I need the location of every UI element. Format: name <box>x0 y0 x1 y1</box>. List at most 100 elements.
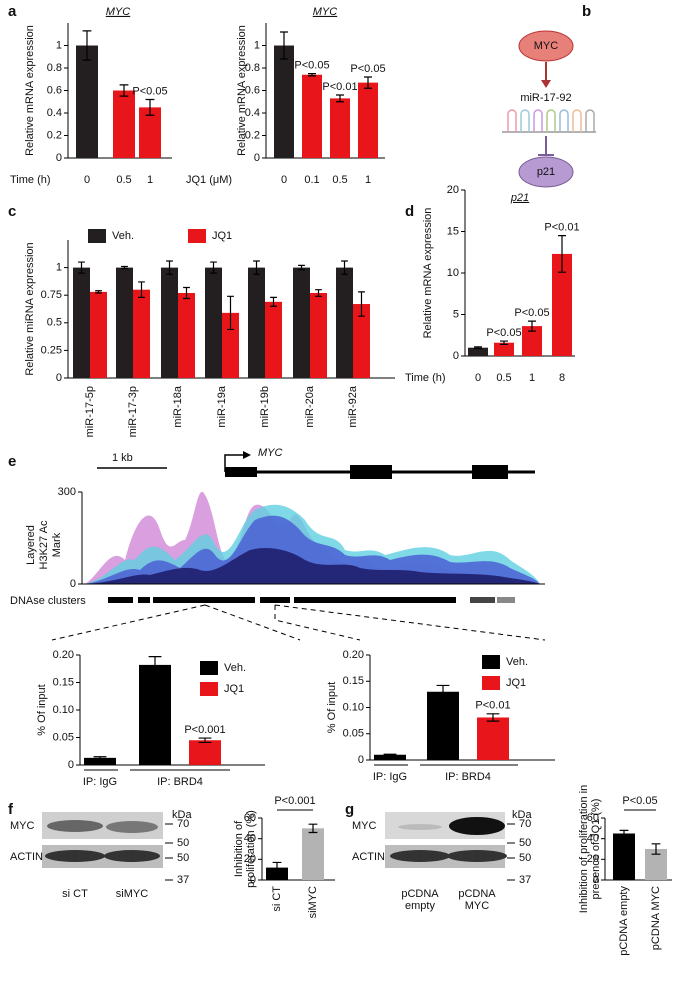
y-tick-label: 40 <box>244 833 256 845</box>
error-bar <box>619 829 629 838</box>
y-tick-label: 0 <box>593 874 599 886</box>
y-tick-label: 15 <box>447 225 459 237</box>
bar <box>353 304 370 378</box>
significance-label: P<0.05 <box>132 85 167 97</box>
bar <box>205 267 222 378</box>
x-tick-label: miR-19b <box>259 386 271 428</box>
marker-label: 50 <box>177 852 189 864</box>
y-tick-label: 0.5 <box>47 317 62 329</box>
y-tick-label: 0.05 <box>343 728 364 740</box>
y-tick-label: 5 <box>453 308 459 320</box>
y-tick-label: 0.8 <box>245 62 260 74</box>
y-axis-label: % Of input <box>36 684 48 735</box>
x-tick-label: miR-19a <box>216 385 228 427</box>
bar <box>222 312 239 378</box>
row-label: MYC <box>10 820 35 832</box>
x-tick-label: 8 <box>559 372 565 384</box>
bar <box>358 82 378 158</box>
error-bar <box>227 295 234 331</box>
y-tick-label: 1 <box>56 262 62 274</box>
y-tick-label: 1 <box>254 39 260 51</box>
panel-label: a <box>8 3 17 20</box>
bar <box>336 267 353 378</box>
x-tick-label: 1 <box>365 174 371 186</box>
y-tick-label: 0.25 <box>41 344 62 356</box>
x-tick-label: 0 <box>475 372 481 384</box>
panel-label: d <box>405 203 414 220</box>
x-tick-label: 1 <box>147 174 153 186</box>
x-tick-label: miR-18a <box>172 385 184 427</box>
y-tick-label: 10 <box>447 267 459 279</box>
bar <box>248 267 265 378</box>
y-tick-label: 0.10 <box>53 704 74 716</box>
signal-tracks <box>85 491 540 584</box>
x-tick-label: IP: IgG <box>83 776 117 788</box>
legend-label: JQ1 <box>212 230 232 242</box>
bar <box>139 107 161 158</box>
error-bar <box>183 286 190 300</box>
row-label: ACTIN <box>352 851 385 863</box>
y-axis-label: Inhibition of proliferation (%) <box>233 810 257 888</box>
y-tick-label: 0.2 <box>245 129 260 141</box>
error-bar <box>308 823 318 834</box>
error-bar <box>272 861 282 874</box>
significance-label: P<0.05 <box>622 795 657 807</box>
bar <box>494 342 514 356</box>
x-tick-label: 1 <box>529 372 535 384</box>
legend-swatch <box>482 676 500 690</box>
exon <box>225 467 257 477</box>
dnase-label: DNAse clusters <box>10 595 86 607</box>
legend-swatch <box>88 229 106 243</box>
bar <box>522 326 542 356</box>
y-tick-label: 20 <box>447 184 459 196</box>
marker-label: 70 <box>519 818 531 830</box>
y-tick-label: 300 <box>58 486 76 498</box>
unit-label: kDa <box>512 809 532 821</box>
error-bar <box>253 260 260 275</box>
significance-label: P<0.001 <box>184 724 225 736</box>
x-tick-label: 0 <box>281 174 287 186</box>
y-tick-label: 0.6 <box>245 84 260 96</box>
y-tick-label: 60 <box>244 812 256 824</box>
legend-label: JQ1 <box>506 677 526 689</box>
error-bar <box>119 84 129 97</box>
error-bar <box>358 291 365 317</box>
node-shape <box>518 156 574 188</box>
node-label: p21 <box>537 166 555 178</box>
bar <box>310 292 327 378</box>
error-bar <box>93 756 107 760</box>
legend-label: Veh. <box>112 230 134 242</box>
significance-label: P<0.001 <box>274 795 315 807</box>
legend-label: Veh. <box>506 656 528 668</box>
significance-label: P<0.05 <box>294 60 329 72</box>
y-axis-label: % Of input <box>326 682 338 733</box>
x-tick-label: si CT <box>271 886 283 912</box>
bar <box>76 45 98 158</box>
x-tick-label: IP: BRD4 <box>157 776 203 788</box>
zoom-lines <box>51 604 546 641</box>
x-axis-label: Time (h) <box>405 372 446 384</box>
x-tick-label: 0.5 <box>496 372 511 384</box>
panel-label: b <box>582 3 591 20</box>
panel-label: e <box>8 453 16 470</box>
y-axis-label: Relative mRNA expression <box>236 25 248 156</box>
bar <box>302 74 322 158</box>
legend-swatch <box>482 655 500 669</box>
marker-label: 50 <box>519 852 531 864</box>
error-bar <box>210 261 217 274</box>
y-tick-label: 0 <box>56 372 62 384</box>
bar <box>133 289 150 378</box>
error-bar <box>341 260 348 275</box>
x-tick-label: miR-17-5p <box>84 386 96 437</box>
bar <box>73 267 90 378</box>
x-tick-label: IP: IgG <box>373 771 407 783</box>
significance-label: P<0.05 <box>514 307 549 319</box>
x-tick-label: 0.5 <box>332 174 347 186</box>
x-tick-label: 0.5 <box>116 174 131 186</box>
row-label: ACTIN <box>10 851 43 863</box>
y-tick-label: 0 <box>250 874 256 886</box>
row-label: MYC <box>352 820 377 832</box>
error-bar <box>166 260 173 275</box>
error-bar <box>474 346 482 350</box>
